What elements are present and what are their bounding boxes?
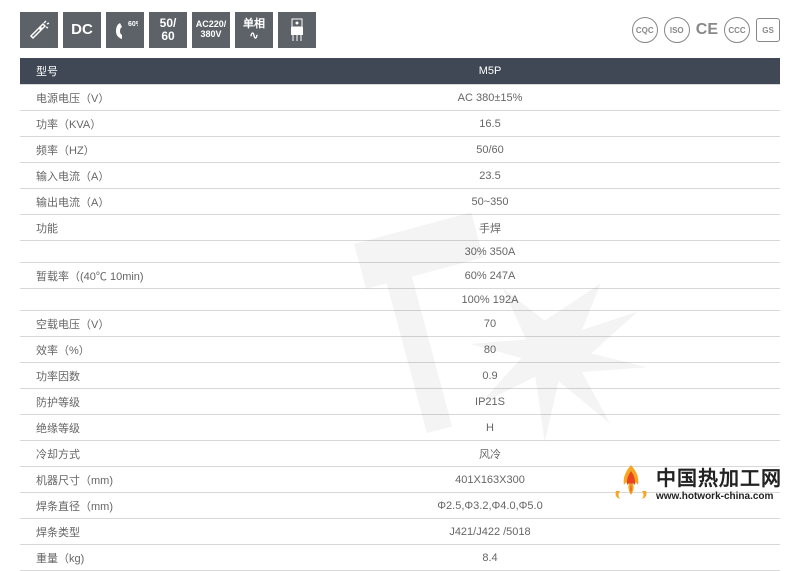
- phase-icon: 单相 ∿: [235, 12, 273, 48]
- igbt-icon: [278, 12, 316, 48]
- spec-value: J421/J422 /5018: [200, 519, 780, 545]
- table-row: 效率（%）80: [20, 337, 780, 363]
- spec-value: 30% 350A: [200, 241, 780, 263]
- logo-url: www.hotwork-china.com: [656, 491, 782, 502]
- spec-label: [20, 241, 200, 263]
- spec-label: [20, 289, 200, 311]
- spec-label: 频率（HZ）: [20, 137, 200, 163]
- table-row: 绝缘等级H: [20, 415, 780, 441]
- table-row: 防护等级IP21S: [20, 389, 780, 415]
- spec-label: 功率（KVA）: [20, 111, 200, 137]
- spec-value: 50~350: [200, 189, 780, 215]
- spec-value: 16.5: [200, 111, 780, 137]
- spec-value: 23.5: [200, 163, 780, 189]
- table-row: 重量（kg)8.4: [20, 545, 780, 571]
- spec-value: AC 380±15%: [200, 85, 780, 111]
- table-row: 空载电压（V）70: [20, 311, 780, 337]
- welding-icon: [20, 12, 58, 48]
- voltage-icon: AC220/ 380V: [192, 12, 230, 48]
- table-row: 30% 350A: [20, 241, 780, 263]
- site-logo-watermark: 中国热加工网 www.hotwork-china.com: [610, 461, 782, 503]
- spec-label: 冷却方式: [20, 441, 200, 467]
- spec-label: 重量（kg): [20, 545, 200, 571]
- cqc-cert: CQC: [632, 17, 658, 43]
- table-row: 暂载率（(40℃ 10min)60% 247A: [20, 263, 780, 289]
- ce-cert: CE: [696, 21, 718, 39]
- table-row: 输入电流（A）23.5: [20, 163, 780, 189]
- icon-badge-row: DC 60% 50/ 60 AC220/ 380V 单相 ∿ CQC ISO C…: [20, 12, 780, 48]
- spec-value: 60% 247A: [200, 263, 780, 289]
- spec-label: 输入电流（A）: [20, 163, 200, 189]
- gs-cert: GS: [756, 18, 780, 42]
- table-row: 功能手焊: [20, 215, 780, 241]
- table-header-row: 型号 M5P: [20, 58, 780, 85]
- spec-value: 8.4: [200, 545, 780, 571]
- spec-label: 焊条类型: [20, 519, 200, 545]
- table-row: 功率（KVA）16.5: [20, 111, 780, 137]
- feature-icons: DC 60% 50/ 60 AC220/ 380V 单相 ∿: [20, 12, 316, 48]
- table-row: 频率（HZ）50/60: [20, 137, 780, 163]
- spec-label: 空载电压（V）: [20, 311, 200, 337]
- duty-icon: 60%: [106, 12, 144, 48]
- spec-value: 0.9: [200, 363, 780, 389]
- spec-value: 50/60: [200, 137, 780, 163]
- ccc-cert: CCC: [724, 17, 750, 43]
- spec-value: H: [200, 415, 780, 441]
- spec-value: 100% 192A: [200, 289, 780, 311]
- logo-title: 中国热加工网: [656, 462, 782, 491]
- dc-icon: DC: [63, 12, 101, 48]
- spec-value: 手焊: [200, 215, 780, 241]
- svg-text:60%: 60%: [128, 21, 138, 28]
- spec-label: 效率（%）: [20, 337, 200, 363]
- spec-value: 70: [200, 311, 780, 337]
- freq-icon: 50/ 60: [149, 12, 187, 48]
- spec-label: 绝缘等级: [20, 415, 200, 441]
- certification-badges: CQC ISO CE CCC GS: [632, 17, 780, 43]
- table-row: 100% 192A: [20, 289, 780, 311]
- spec-label: 功能: [20, 215, 200, 241]
- iso-cert: ISO: [664, 17, 690, 43]
- table-row: 功率因数0.9: [20, 363, 780, 389]
- table-row: 电源电压（V）AC 380±15%: [20, 85, 780, 111]
- spec-label: 机器尺寸（mm): [20, 467, 200, 493]
- header-label: 型号: [20, 58, 200, 85]
- table-row: 焊条类型J421/J422 /5018: [20, 519, 780, 545]
- spec-label: 电源电压（V）: [20, 85, 200, 111]
- spec-value: IP21S: [200, 389, 780, 415]
- spec-label: 暂载率（(40℃ 10min): [20, 263, 200, 289]
- header-value: M5P: [200, 58, 780, 85]
- table-row: 输出电流（A）50~350: [20, 189, 780, 215]
- spec-label: 防护等级: [20, 389, 200, 415]
- spec-label: 功率因数: [20, 363, 200, 389]
- flame-icon: [610, 461, 652, 503]
- spec-value: 80: [200, 337, 780, 363]
- spec-label: 输出电流（A）: [20, 189, 200, 215]
